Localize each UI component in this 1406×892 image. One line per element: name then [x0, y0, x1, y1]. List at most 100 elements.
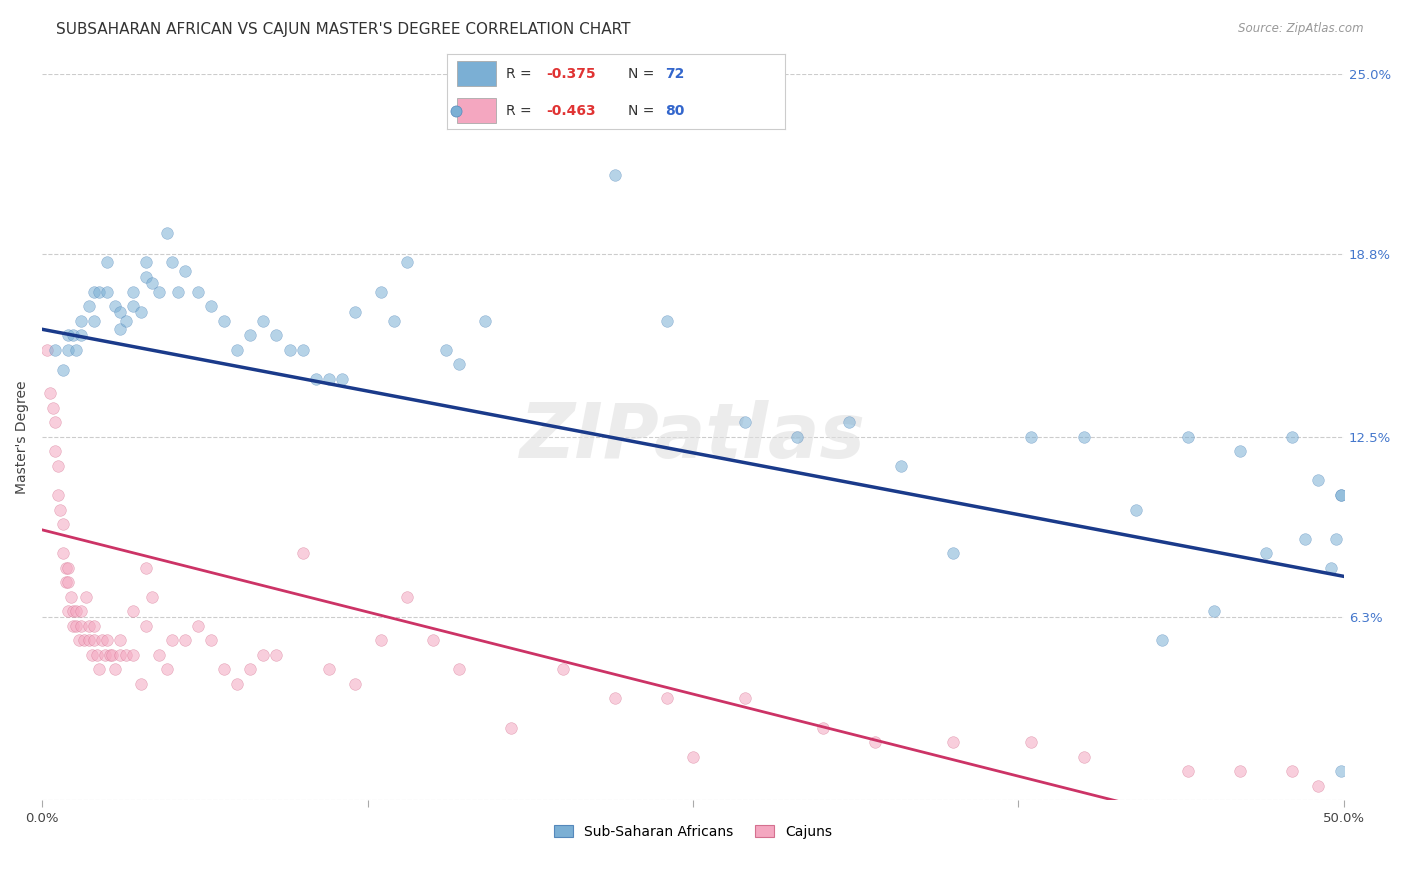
Point	[1324, 532, 1347, 546]
Text: -0.463: -0.463	[547, 103, 596, 118]
Point	[1306, 779, 1329, 793]
Text: ZIPatlas: ZIPatlas	[520, 400, 866, 474]
Point	[226, 677, 249, 691]
Point	[1294, 532, 1316, 546]
Point	[46, 458, 69, 473]
Point	[141, 590, 163, 604]
Point	[37, 343, 59, 357]
Point	[1073, 749, 1095, 764]
Point	[865, 735, 887, 749]
Point	[110, 322, 132, 336]
Point	[122, 648, 145, 662]
Point	[499, 721, 522, 735]
FancyBboxPatch shape	[457, 98, 496, 123]
Point	[162, 255, 184, 269]
Point	[1306, 474, 1329, 488]
Y-axis label: Master's Degree: Master's Degree	[15, 380, 30, 493]
Point	[1229, 444, 1251, 458]
Point	[141, 276, 163, 290]
Point	[75, 590, 97, 604]
Point	[129, 305, 152, 319]
Point	[890, 458, 912, 473]
Point	[811, 721, 834, 735]
Point	[65, 343, 87, 357]
Point	[52, 517, 75, 532]
Point	[838, 415, 860, 429]
Point	[266, 648, 288, 662]
Point	[1177, 430, 1199, 444]
Point	[52, 363, 75, 377]
Point	[1281, 430, 1303, 444]
Point	[318, 662, 340, 676]
Point	[89, 285, 111, 299]
Point	[77, 619, 100, 633]
Point	[148, 648, 170, 662]
Point	[135, 255, 157, 269]
Text: 80: 80	[665, 103, 685, 118]
Point	[1202, 604, 1225, 618]
Point	[96, 285, 118, 299]
Point	[104, 662, 127, 676]
Point	[603, 168, 626, 182]
Point	[58, 343, 80, 357]
Point	[101, 648, 124, 662]
Point	[551, 662, 574, 676]
Point	[1177, 764, 1199, 778]
Point	[734, 415, 756, 429]
Point	[942, 546, 965, 560]
Point	[304, 372, 326, 386]
Point	[70, 604, 93, 618]
Point	[252, 648, 274, 662]
Point	[135, 619, 157, 633]
Point	[96, 633, 118, 648]
Text: -0.375: -0.375	[547, 67, 596, 80]
Point	[239, 328, 262, 343]
Point	[187, 285, 209, 299]
Point	[58, 604, 80, 618]
Point	[382, 313, 405, 327]
Point	[786, 430, 808, 444]
Point	[343, 677, 366, 691]
Point	[67, 633, 90, 648]
Point	[395, 590, 418, 604]
Point	[174, 633, 197, 648]
Point	[318, 372, 340, 386]
Point	[110, 633, 132, 648]
Point	[330, 372, 353, 386]
Point	[114, 313, 136, 327]
Point	[135, 560, 157, 574]
Point	[62, 604, 84, 618]
Point	[1021, 430, 1043, 444]
Point	[1254, 546, 1277, 560]
Point	[44, 415, 66, 429]
Point	[156, 227, 179, 241]
Point	[252, 313, 274, 327]
Point	[1330, 764, 1353, 778]
Point	[41, 401, 63, 415]
Text: Source: ZipAtlas.com: Source: ZipAtlas.com	[1239, 22, 1364, 36]
Point	[526, 95, 548, 110]
Point	[1073, 430, 1095, 444]
Point	[422, 633, 444, 648]
Point	[44, 343, 66, 357]
Point	[122, 285, 145, 299]
Point	[86, 648, 108, 662]
Point	[83, 619, 105, 633]
Point	[278, 343, 301, 357]
Point	[104, 299, 127, 313]
Point	[343, 305, 366, 319]
Point	[1229, 764, 1251, 778]
Point	[73, 633, 96, 648]
Text: 72: 72	[665, 67, 685, 80]
Point	[1320, 560, 1343, 574]
Point	[200, 299, 222, 313]
Point	[1125, 502, 1147, 516]
Point	[91, 633, 114, 648]
Point	[46, 488, 69, 502]
Point	[214, 662, 236, 676]
FancyBboxPatch shape	[457, 62, 496, 87]
Point	[122, 604, 145, 618]
Point	[77, 299, 100, 313]
Point	[291, 343, 314, 357]
Point	[655, 313, 678, 327]
